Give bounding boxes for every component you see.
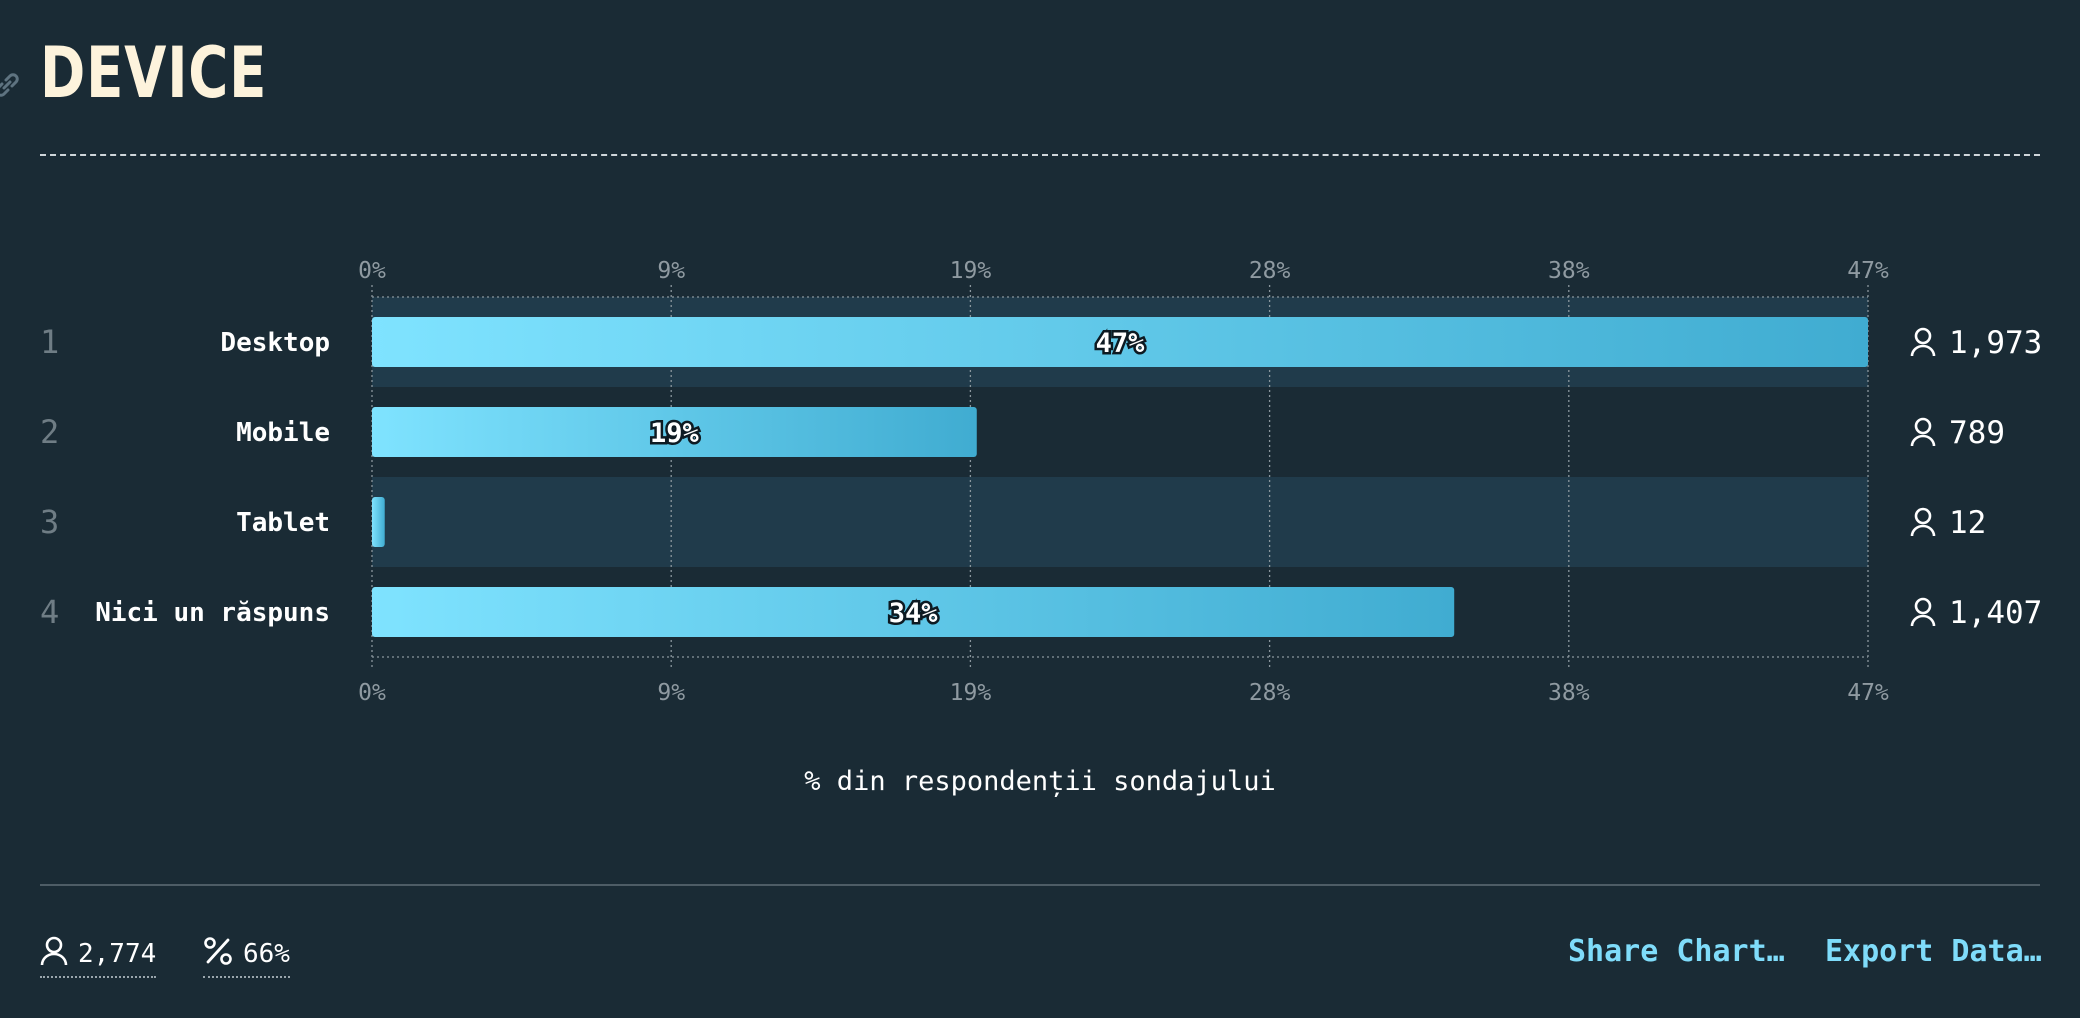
total-respondents[interactable]: 2,774 xyxy=(40,934,157,978)
total-respondents-value: 2,774 xyxy=(78,939,157,969)
user-icon-body xyxy=(1910,434,1936,447)
title-divider xyxy=(40,154,2040,156)
x-tick-label-bottom: 0% xyxy=(358,680,386,706)
response-rate[interactable]: 66% xyxy=(203,934,290,978)
user-icon xyxy=(1910,597,1936,627)
x-tick-label-top: 38% xyxy=(1548,258,1590,284)
user-icon xyxy=(1910,507,1936,537)
x-tick-label-bottom: 9% xyxy=(657,680,685,706)
x-tick-label-top: 9% xyxy=(657,258,685,284)
link-icon[interactable] xyxy=(0,70,22,104)
bar xyxy=(372,587,1455,637)
row-stripe xyxy=(372,477,1868,567)
x-tick-label-bottom: 38% xyxy=(1548,680,1590,706)
user-icon xyxy=(40,935,68,974)
x-axis-label: % din respondenții sondajului xyxy=(804,766,1276,797)
x-tick-label-bottom: 47% xyxy=(1847,680,1889,706)
page-title: DEVICE xyxy=(40,32,268,114)
x-tick-label-top: 19% xyxy=(950,258,992,284)
user-icon-body xyxy=(1910,344,1936,357)
user-icon xyxy=(1910,327,1936,357)
category-label: Mobile xyxy=(236,418,330,448)
respondent-count: 12 xyxy=(1949,505,1986,541)
x-tick-label-bottom: 28% xyxy=(1249,680,1291,706)
x-tick-label-top: 28% xyxy=(1249,258,1291,284)
bar xyxy=(372,407,977,457)
user-icon-head xyxy=(1914,597,1932,615)
rank-number: 2 xyxy=(40,413,59,451)
user-icon-body xyxy=(1910,524,1936,537)
bar xyxy=(372,497,385,547)
bar-value-label: 19% xyxy=(650,418,700,449)
user-icon-head xyxy=(1914,507,1932,525)
bar-value-label: 47% xyxy=(1096,328,1146,359)
user-icon-body xyxy=(1910,614,1936,627)
rank-number: 3 xyxy=(40,503,59,541)
percent-icon xyxy=(203,936,233,973)
response-rate-value: 66% xyxy=(243,939,290,969)
rank-number: 1 xyxy=(40,323,59,361)
device-bar-chart: 0% 0% 9% 9% 19% 19% 28% 28% 38% 38% 47% 47% 1 Desktop… xyxy=(40,258,2042,706)
x-tick-label-top: 47% xyxy=(1847,258,1889,284)
respondent-count: 789 xyxy=(1949,415,2005,451)
share-chart-button[interactable]: Share Chart… xyxy=(1568,934,1785,969)
bar-value-label: 34% xyxy=(889,598,939,629)
rank-number: 4 xyxy=(40,593,59,631)
respondent-count: 1,407 xyxy=(1949,595,2042,631)
category-label: Desktop xyxy=(220,328,330,358)
x-tick-label-bottom: 19% xyxy=(950,680,992,706)
user-icon-head xyxy=(1914,417,1932,435)
category-label: Tablet xyxy=(236,508,330,538)
category-label: Nici un răspuns xyxy=(95,598,330,628)
bar xyxy=(372,317,1868,367)
x-tick-label-top: 0% xyxy=(358,258,386,284)
user-icon xyxy=(1910,417,1936,447)
respondent-count: 1,973 xyxy=(1949,325,2042,361)
user-icon-head xyxy=(1914,327,1932,345)
footer-divider xyxy=(40,884,2040,886)
export-data-button[interactable]: Export Data… xyxy=(1825,934,2042,969)
